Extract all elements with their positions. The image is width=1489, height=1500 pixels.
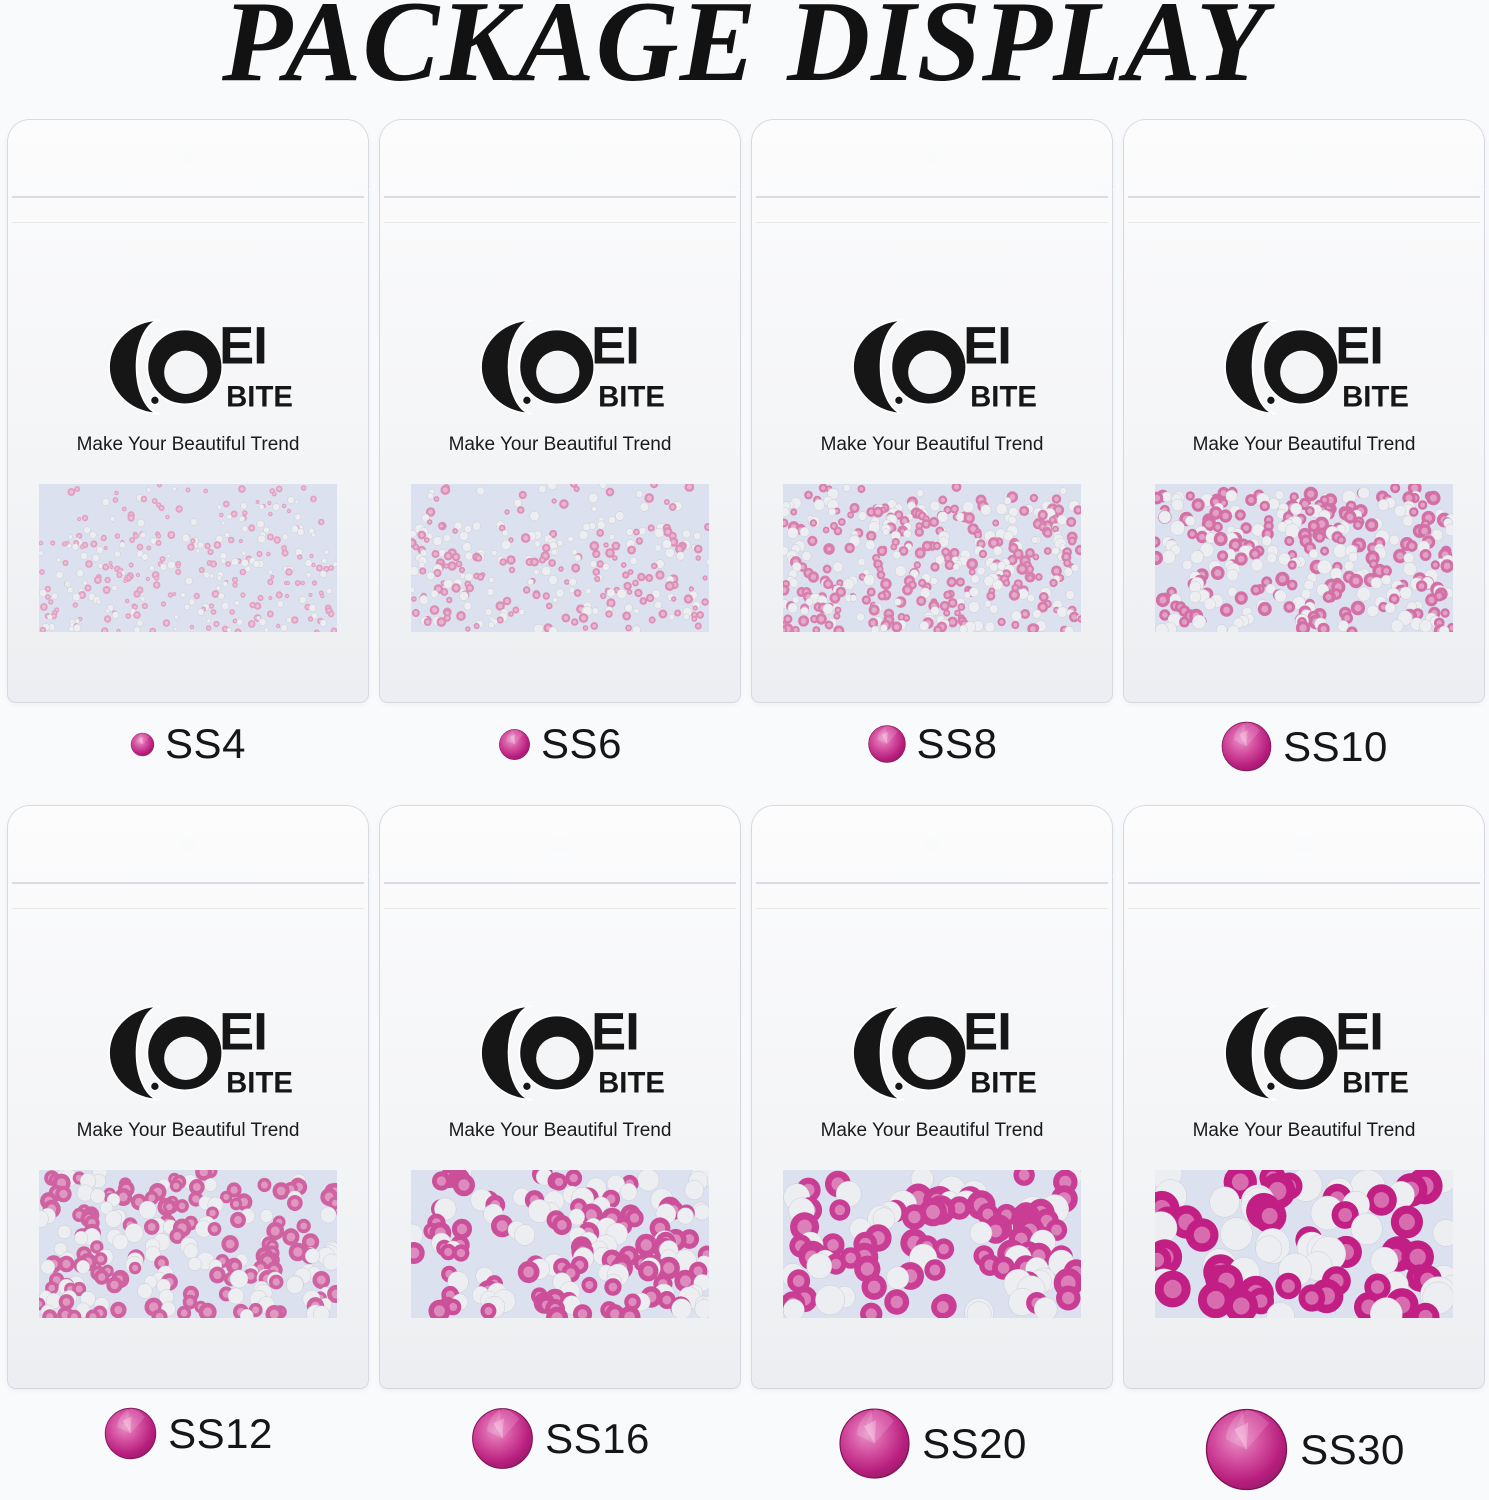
svg-text:BITE: BITE	[970, 1068, 1037, 1100]
svg-text:I: I	[997, 1003, 1012, 1062]
svg-text:BITE: BITE	[1342, 382, 1409, 414]
svg-text:I: I	[625, 1003, 640, 1062]
svg-text:E: E	[963, 1003, 998, 1062]
svg-text:E: E	[1335, 317, 1370, 376]
svg-text:I: I	[997, 317, 1012, 376]
svg-text:BITE: BITE	[598, 1068, 665, 1100]
svg-text:I: I	[253, 1003, 268, 1062]
svg-text:E: E	[591, 1003, 626, 1062]
svg-text:E: E	[219, 317, 254, 376]
svg-text:E: E	[591, 317, 626, 376]
svg-text:BITE: BITE	[1342, 1068, 1409, 1100]
svg-text:BITE: BITE	[226, 1068, 293, 1100]
svg-text:E: E	[1335, 1003, 1370, 1062]
svg-text:I: I	[1369, 317, 1384, 376]
svg-text:E: E	[963, 317, 998, 376]
svg-text:I: I	[625, 317, 640, 376]
svg-text:I: I	[1369, 1003, 1384, 1062]
svg-text:I: I	[253, 317, 268, 376]
svg-text:E: E	[219, 1003, 254, 1062]
svg-text:BITE: BITE	[970, 382, 1037, 414]
svg-text:BITE: BITE	[226, 382, 293, 414]
svg-text:BITE: BITE	[598, 382, 665, 414]
